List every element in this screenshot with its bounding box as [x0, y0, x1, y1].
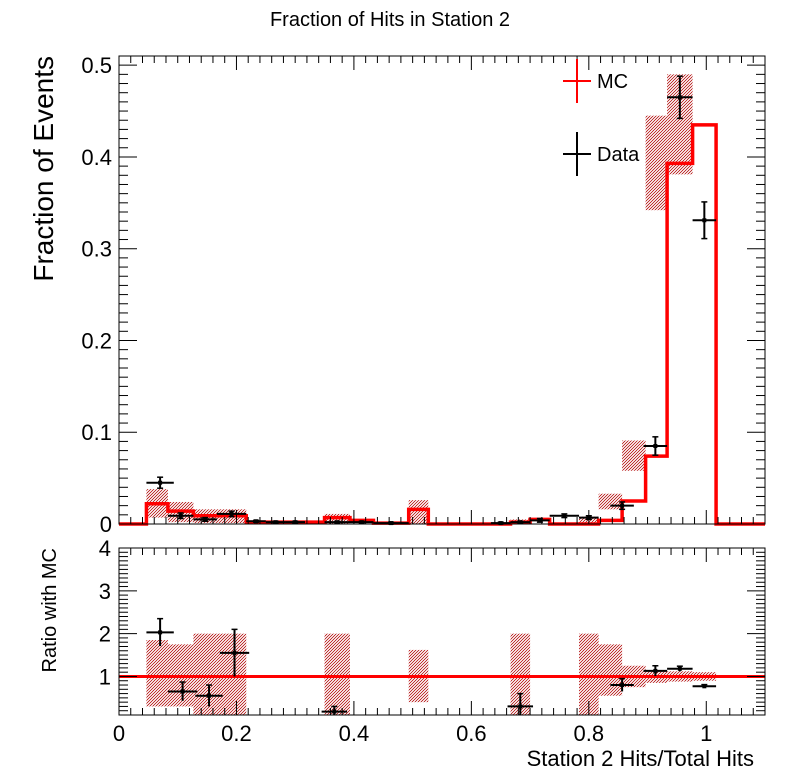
- x-tick-label: 0: [113, 721, 125, 746]
- mc-band-bin-9: [622, 440, 646, 471]
- main-y-axis: 0 0.1 0.2 0.3 0.4 0.5: [81, 53, 765, 537]
- data-point-marker: [229, 511, 234, 516]
- ratio-point: [692, 683, 717, 689]
- data-point-marker: [273, 520, 278, 525]
- data-points: [146, 75, 717, 526]
- data-point-marker: [562, 513, 567, 518]
- main-plot-frame: [118, 55, 766, 525]
- data-point: [549, 513, 580, 519]
- data-point-marker: [359, 520, 364, 525]
- y-tick-label: 0.3: [81, 237, 112, 262]
- ratio-point-marker: [232, 650, 237, 655]
- y-tick-label: 0.2: [81, 328, 112, 353]
- data-point-marker: [389, 521, 394, 526]
- ratio-point: [167, 681, 198, 701]
- legend-entry-mc: MC: [563, 59, 628, 103]
- ratio-band-bin-0: [146, 640, 168, 707]
- data-point: [246, 519, 266, 524]
- main-panel: 0 0.1 0.2 0.3 0.4 0.5 Fraction of Events MC D…: [28, 53, 766, 537]
- x-tick-label: 0.8: [574, 721, 605, 746]
- ratio-y-tick-label: 4: [99, 536, 111, 561]
- data-point-marker: [620, 503, 625, 508]
- ratio-point-marker: [207, 693, 212, 698]
- ratio-y-tick-label: 3: [99, 579, 111, 604]
- data-point-marker: [203, 517, 208, 522]
- main-x-axis: [118, 56, 766, 524]
- data-point-marker: [158, 480, 163, 485]
- ratio-panel: 1 2 3 4 0 0.2 0.4 0.6 0.8 1 Ratio with MC Statio…: [39, 536, 766, 771]
- y-tick-label: 0: [100, 512, 112, 537]
- ratio-point-marker: [158, 630, 163, 635]
- ratio-y-axis-title: Ratio with MC: [39, 548, 61, 672]
- data-point: [692, 201, 717, 240]
- ratio-point-marker: [620, 683, 625, 688]
- x-tick-label: 0.4: [339, 721, 370, 746]
- ratio-point: [219, 628, 250, 677]
- ratio-point: [667, 665, 693, 672]
- ratio-band-bin-3: [216, 633, 247, 715]
- mc-uncertainty-band: [146, 74, 693, 524]
- ratio-band-bin-6: [510, 633, 531, 715]
- ratio-point: [195, 684, 223, 707]
- mc-band-bin-8: [598, 493, 623, 510]
- x-axis-title: Station 2 Hits/Total Hits: [527, 746, 754, 771]
- chart-title: Fraction of Hits in Station 2: [270, 9, 510, 31]
- ratio-points: [146, 617, 717, 715]
- ratio-point-marker: [180, 689, 185, 694]
- ratio-point-marker: [702, 684, 707, 689]
- mc-band-bin-5: [408, 500, 429, 524]
- legend-data-label: Data: [597, 144, 640, 166]
- ratio-y-axis: 1 2 3 4: [99, 536, 765, 716]
- mc-histogram-line: [119, 123, 765, 526]
- y-tick-label: 0.4: [81, 145, 112, 170]
- ratio-x-axis: 0 0.2 0.4 0.6 0.8 1: [113, 548, 766, 746]
- ratio-point-marker: [677, 666, 682, 671]
- data-point-marker: [677, 95, 682, 100]
- data-point: [216, 510, 247, 518]
- ratio-band-bin-4: [324, 633, 350, 715]
- data-point: [167, 512, 194, 520]
- y-tick-label: 0.1: [81, 420, 112, 445]
- data-point-marker: [178, 513, 183, 518]
- data-point: [643, 436, 668, 456]
- ratio-band-bin-7: [579, 633, 599, 715]
- data-point-marker: [702, 218, 707, 223]
- x-tick-label: 0.2: [221, 721, 252, 746]
- legend-entry-data: Data: [563, 132, 640, 176]
- ratio-y-tick-label: 2: [99, 622, 111, 647]
- data-point-marker: [537, 518, 542, 523]
- mc-band-bin-10: [645, 115, 668, 211]
- data-point: [265, 520, 286, 525]
- ratio-point: [507, 692, 534, 715]
- legend-mc-label: MC: [597, 71, 628, 93]
- main-y-axis-title: Fraction of Events: [28, 56, 59, 282]
- ratio-band-bin-8: [598, 644, 623, 696]
- ratio-plot-frame: [118, 547, 766, 716]
- ratio-uncertainty-band: [146, 633, 717, 715]
- ratio-point: [610, 677, 634, 692]
- x-tick-label: 0.6: [456, 721, 487, 746]
- data-point: [324, 520, 351, 525]
- data-point-marker: [518, 520, 523, 525]
- data-point: [610, 501, 634, 511]
- ratio-point-marker: [518, 704, 523, 709]
- ratio-point: [643, 665, 668, 677]
- data-point-marker: [653, 444, 658, 448]
- ratio-point-marker: [653, 668, 658, 673]
- data-point: [146, 476, 174, 489]
- data-point: [667, 75, 693, 120]
- x-tick-label: 1: [700, 721, 712, 746]
- data-point-marker: [335, 520, 340, 525]
- data-point-marker: [498, 521, 503, 526]
- ratio-point: [146, 617, 174, 647]
- legend: MC Data: [563, 59, 640, 176]
- ratio-point: [321, 705, 348, 715]
- ratio-band-bin-2: [193, 633, 217, 715]
- data-point-marker: [254, 519, 259, 524]
- ratio-y-tick-label: 1: [99, 664, 111, 689]
- y-tick-label: 0.5: [81, 53, 112, 78]
- ratio-point-marker: [332, 709, 337, 714]
